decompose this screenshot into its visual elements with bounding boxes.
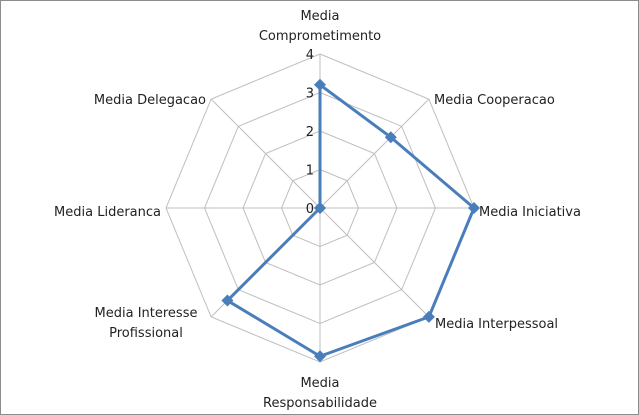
category-label: Media Delegacao — [94, 93, 206, 108]
data-point-marker — [422, 310, 435, 323]
category-label: Comprometimento — [259, 29, 381, 44]
data-point-marker — [384, 131, 397, 144]
data-point-marker — [314, 202, 326, 214]
series-line — [225, 83, 476, 358]
data-point-marker — [314, 350, 326, 363]
tick-label: 2 — [306, 125, 314, 140]
tick-label: 4 — [306, 48, 314, 63]
category-label: Media Interesse — [95, 306, 198, 321]
category-label: Media Lideranca — [54, 205, 161, 220]
category-label: Responsabilidade — [263, 396, 377, 411]
category-label: Media — [300, 376, 339, 391]
tick-label: 1 — [306, 164, 314, 179]
category-label: Media Iniciativa — [479, 205, 581, 220]
category-label: Profissional — [109, 326, 183, 341]
data-point-marker — [221, 294, 234, 307]
category-label: Media Cooperacao — [434, 93, 555, 108]
tick-label: 3 — [306, 87, 314, 102]
category-label: Media Interpessoal — [435, 317, 558, 332]
data-point-marker — [468, 202, 480, 214]
grid-spoke — [210, 98, 321, 209]
grid-spoke — [319, 98, 430, 209]
data-point-marker — [314, 78, 326, 91]
tick-label: 0 — [306, 202, 314, 217]
grid-spoke — [319, 207, 430, 318]
category-label: Media — [300, 9, 339, 24]
